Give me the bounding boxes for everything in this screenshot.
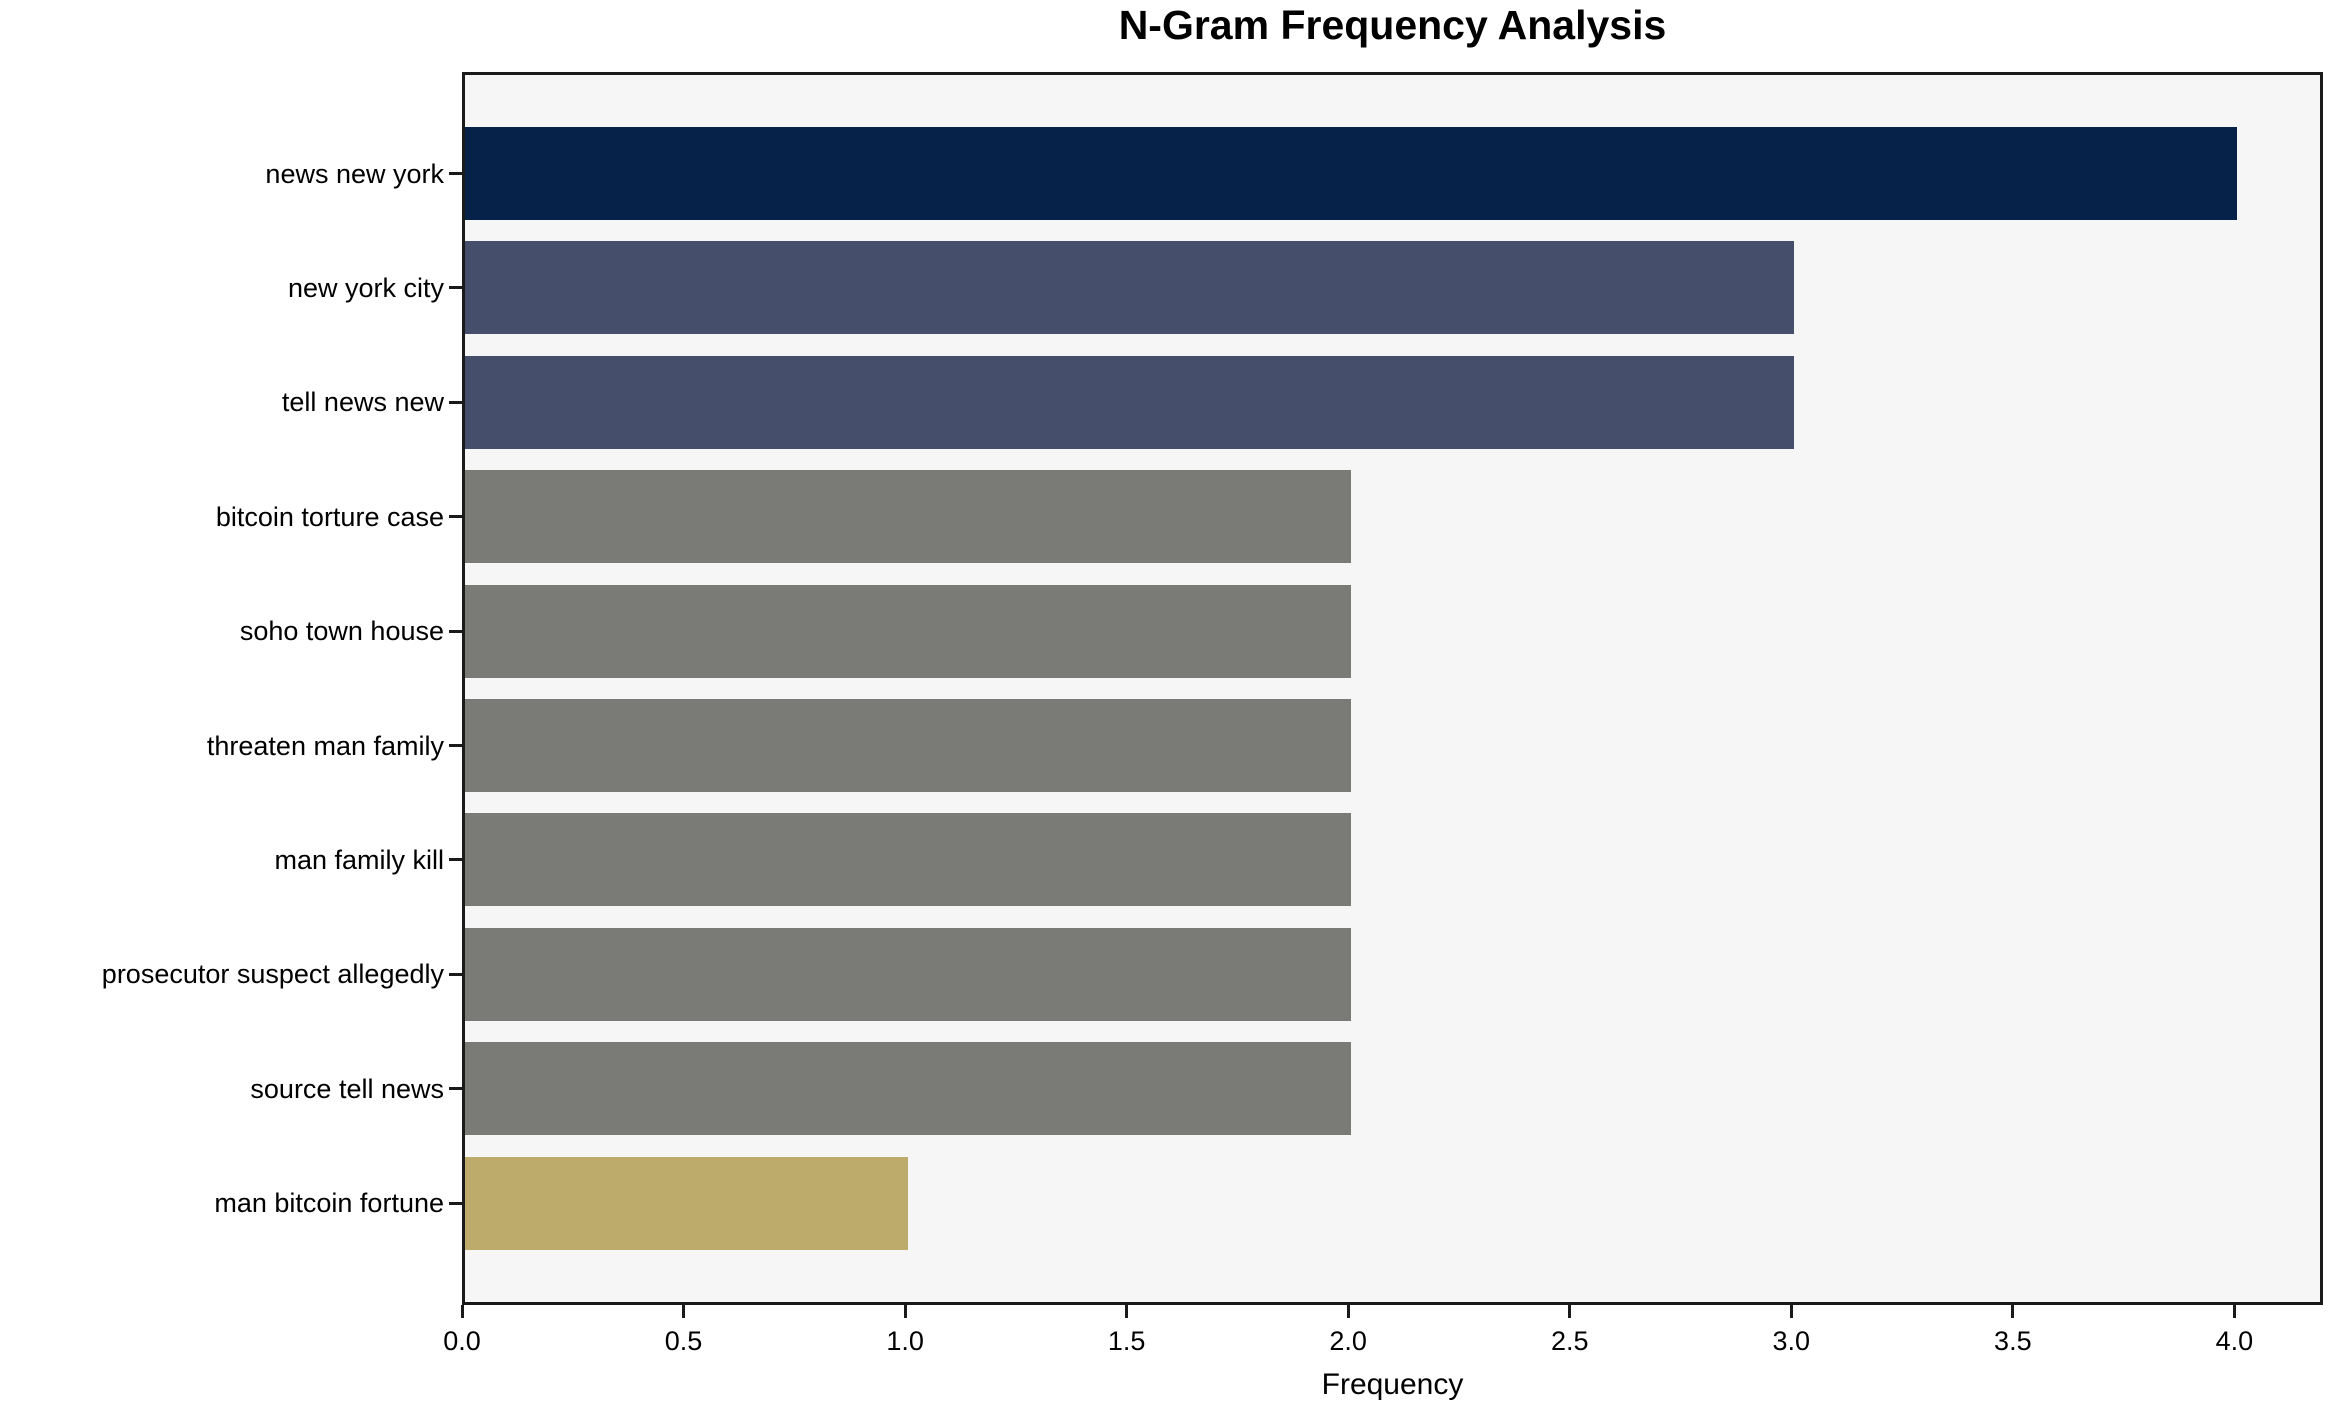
x-tick-label: 0.0 [443, 1326, 481, 1356]
y-tick [449, 858, 462, 862]
bar [465, 355, 1795, 449]
bar [465, 470, 1352, 564]
x-tick-label: 4.0 [2215, 1326, 2254, 1356]
y-tick [449, 629, 462, 633]
y-tick-label: bitcoin torture case [215, 501, 444, 532]
bar [465, 927, 1352, 1021]
y-tick [449, 972, 462, 976]
y-tick [449, 1087, 462, 1091]
bar [465, 127, 2238, 220]
y-tick-label: prosecutor suspect allegedly [101, 959, 444, 990]
x-tick-label: 3.5 [1994, 1326, 2032, 1356]
bar [465, 1042, 1352, 1136]
x-tick [2011, 1305, 2015, 1318]
y-tick [449, 400, 462, 404]
y-tick [449, 515, 462, 519]
y-tick-label: man bitcoin fortune [214, 1188, 444, 1219]
x-tick-label: 2.5 [1550, 1326, 1589, 1356]
bar [465, 241, 1795, 335]
bar [465, 813, 1352, 907]
x-tick [682, 1305, 686, 1318]
x-tick-label: 0.5 [664, 1326, 703, 1356]
x-tick-label: 1.5 [1107, 1326, 1146, 1356]
y-tick [449, 286, 462, 290]
y-tick-label: threaten man family [206, 730, 444, 761]
plot-area [462, 72, 2323, 1305]
x-tick [903, 1305, 907, 1318]
x-tick [1568, 1305, 1572, 1318]
x-axis-title: Frequency [1321, 1368, 1464, 1401]
x-tick [1789, 1305, 1793, 1318]
y-tick-label: soho town house [239, 616, 444, 647]
x-tick [2232, 1305, 2236, 1318]
y-tick [449, 1201, 462, 1205]
x-tick [460, 1305, 464, 1318]
x-tick-label: 3.0 [1772, 1326, 1811, 1356]
y-tick-label: new york city [287, 272, 444, 303]
bar [465, 584, 1352, 678]
y-tick-label: source tell news [250, 1073, 444, 1104]
bar [465, 699, 1352, 792]
y-tick-label: news new york [265, 158, 444, 189]
x-tick [1346, 1305, 1350, 1318]
bar [465, 1156, 909, 1250]
y-tick [449, 744, 462, 747]
x-tick-label: 1.0 [886, 1326, 924, 1356]
x-tick [1125, 1305, 1129, 1318]
y-tick [449, 172, 462, 175]
y-tick-label: tell news new [281, 387, 444, 418]
chart-title: N-Gram Frequency Analysis [1118, 2, 1667, 48]
x-tick-label: 2.0 [1329, 1326, 1367, 1356]
y-tick-label: man family kill [274, 844, 444, 875]
